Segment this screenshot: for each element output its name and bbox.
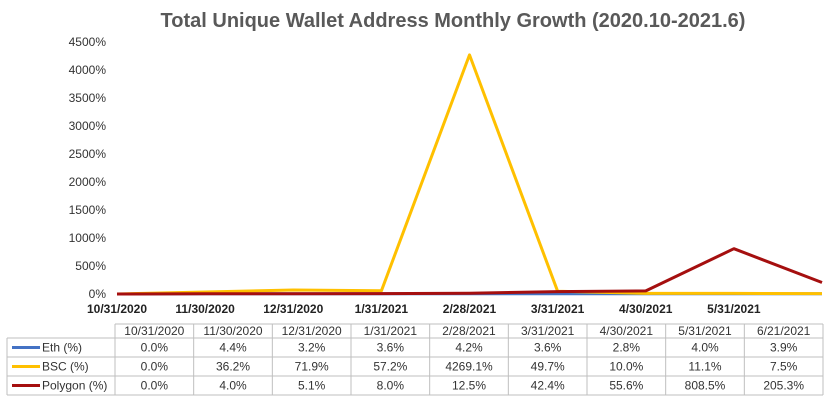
- y-tick-label: 2500%: [69, 147, 107, 161]
- x-tick-label: 12/31/2020: [263, 302, 323, 316]
- table-header-cell: 4/30/2021: [600, 324, 654, 338]
- y-tick-label: 3500%: [69, 91, 107, 105]
- y-tick-label: 500%: [75, 259, 106, 273]
- y-tick-label: 4000%: [69, 63, 107, 77]
- table-cell: 7.5%: [770, 360, 798, 374]
- x-tick-label: 5/31/2021: [707, 302, 761, 316]
- series-line-2: [116, 247, 823, 296]
- table-header-cell: 6/21/2021: [757, 324, 811, 338]
- table-header-cell: 11/30/2020: [203, 324, 262, 338]
- table-cell: 3.6%: [377, 341, 405, 355]
- x-tick-label: 11/30/2020: [175, 302, 235, 316]
- x-axis: 10/31/2020 11/30/2020 12/31/2020 1/31/2021 2…: [87, 302, 761, 316]
- table-cell: 4.0%: [691, 341, 719, 355]
- table-cell: 4.2%: [455, 341, 483, 355]
- table-cell: 4269.1%: [445, 360, 493, 374]
- x-tick-label: 4/30/2021: [619, 302, 673, 316]
- table-cell: 8.0%: [377, 379, 405, 393]
- table-cell: 808.5%: [685, 379, 726, 393]
- table-cell: 0.0%: [141, 379, 169, 393]
- y-tick-label: 0%: [89, 287, 107, 301]
- table-cell: 11.1%: [688, 360, 721, 374]
- x-tick-label: 3/31/2021: [531, 302, 585, 316]
- table-header-cell: 12/31/2020: [282, 324, 342, 338]
- legend-label: Polygon (%): [42, 379, 107, 393]
- legend-label: Eth (%): [42, 341, 82, 355]
- data-table: 10/31/2020 11/30/2020 12/31/2020 1/31/2021 2…: [6, 323, 824, 396]
- table-cell: 0.0%: [141, 360, 169, 374]
- table-cell: 3.9%: [770, 341, 798, 355]
- table-cell: 205.3%: [763, 379, 804, 393]
- y-tick-label: 3000%: [69, 119, 107, 133]
- y-axis: 0% 500% 1000% 1500% 2000% 2500% 3000% 3500% 4000…: [69, 35, 107, 301]
- y-tick-label: 4500%: [69, 35, 107, 49]
- y-tick-label: 1500%: [69, 203, 107, 217]
- table-header-cell: 2/28/2021: [442, 324, 496, 338]
- table-header-cell: 5/31/2021: [678, 324, 732, 338]
- table-cell: 71.9%: [295, 360, 329, 374]
- table-cell: 12.5%: [452, 379, 486, 393]
- y-tick-label: 1000%: [69, 231, 107, 245]
- x-tick-label: 2/28/2021: [443, 302, 497, 316]
- table-cell: 3.6%: [534, 341, 562, 355]
- chart-title: Total Unique Wallet Address Monthly Grow…: [161, 10, 746, 32]
- table-cell: 3.2%: [298, 341, 326, 355]
- table-cell: 10.0%: [609, 360, 643, 374]
- x-tick-label: 10/31/2020: [87, 302, 147, 316]
- table-cell: 42.4%: [531, 379, 565, 393]
- table-cell: 36.2%: [216, 360, 250, 374]
- table-cell: 5.1%: [298, 379, 326, 393]
- table-header-cell: 3/31/2021: [521, 324, 575, 338]
- table-cell: 0.0%: [141, 341, 169, 355]
- table-cell: 49.7%: [531, 360, 565, 374]
- table-header-cell: 10/31/2020: [124, 324, 184, 338]
- series-lines: [116, 53, 823, 296]
- table-cell: 4.4%: [219, 341, 247, 355]
- legend-label: BSC (%): [42, 360, 89, 374]
- table-cell: 2.8%: [613, 341, 641, 355]
- table-cell: 4.0%: [219, 379, 247, 393]
- table-cell: 55.6%: [609, 379, 643, 393]
- x-tick-label: 1/31/2021: [355, 302, 409, 316]
- y-tick-label: 2000%: [69, 175, 107, 189]
- series-line-1: [116, 53, 823, 296]
- table-cell: 57.2%: [373, 360, 407, 374]
- table-header-cell: 1/31/2021: [364, 324, 418, 338]
